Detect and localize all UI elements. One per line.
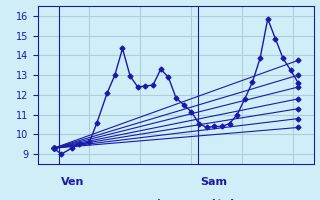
Text: Sam: Sam — [200, 177, 227, 187]
Text: Température (°c): Température (°c) — [116, 199, 236, 200]
Text: Ven: Ven — [61, 177, 85, 187]
